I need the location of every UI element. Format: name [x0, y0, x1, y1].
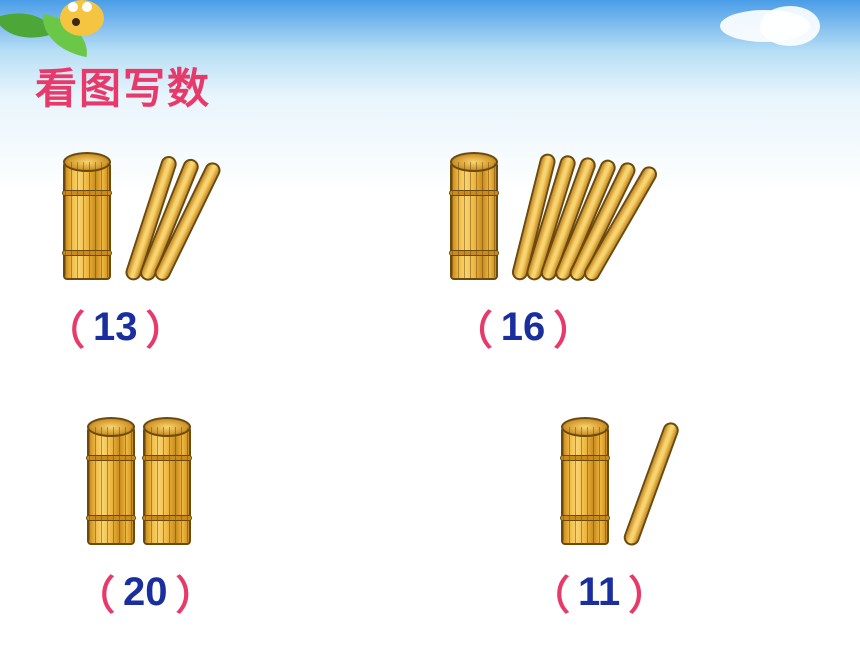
- sticks-group: [561, 395, 637, 545]
- question-3: （ 20 ）: [75, 395, 216, 621]
- cloud-icon: [760, 6, 820, 46]
- question-2: （ 16 ）: [450, 130, 596, 356]
- paren-open: （: [453, 298, 493, 356]
- sticks-group: [450, 130, 596, 280]
- answer-row: （ 20 ）: [75, 563, 216, 621]
- stick-bundle-icon: [561, 425, 609, 545]
- answer-number: 13: [93, 305, 138, 350]
- bundles: [63, 160, 111, 280]
- paren-close: ）: [553, 298, 593, 356]
- paren-close: ）: [176, 563, 216, 621]
- bug-eye-icon: [68, 2, 78, 12]
- bug-spot-icon: [72, 18, 80, 26]
- bug-eye-icon: [82, 2, 92, 12]
- paren-open: （: [45, 298, 85, 356]
- bundles: [561, 425, 609, 545]
- loose-sticks: [621, 405, 637, 545]
- stick-bundle-icon: [63, 160, 111, 280]
- stick-bundle-icon: [143, 425, 191, 545]
- answer-row: （ 16 ）: [453, 298, 594, 356]
- answer-number: 16: [501, 305, 546, 350]
- bundles: [450, 160, 498, 280]
- question-4: （ 11 ）: [530, 395, 668, 621]
- stick-bundle-icon: [87, 425, 135, 545]
- answer-row: （ 13 ）: [45, 298, 186, 356]
- loose-sticks: [510, 140, 596, 280]
- answer-number: 20: [123, 570, 168, 615]
- sticks-group: [63, 130, 167, 280]
- answer-row: （ 11 ）: [530, 563, 668, 621]
- paren-close: ）: [146, 298, 186, 356]
- page-title: 看图写数: [35, 55, 211, 116]
- paren-open: （: [530, 563, 570, 621]
- answer-number: 11: [578, 570, 620, 615]
- stick-bundle-icon: [450, 160, 498, 280]
- paren-open: （: [75, 563, 115, 621]
- loose-stick-icon: [622, 420, 681, 548]
- sticks-group: [87, 395, 203, 545]
- loose-sticks: [123, 140, 167, 280]
- paren-close: ）: [628, 563, 668, 621]
- question-1: （ 13 ）: [45, 130, 186, 356]
- bundles: [87, 425, 191, 545]
